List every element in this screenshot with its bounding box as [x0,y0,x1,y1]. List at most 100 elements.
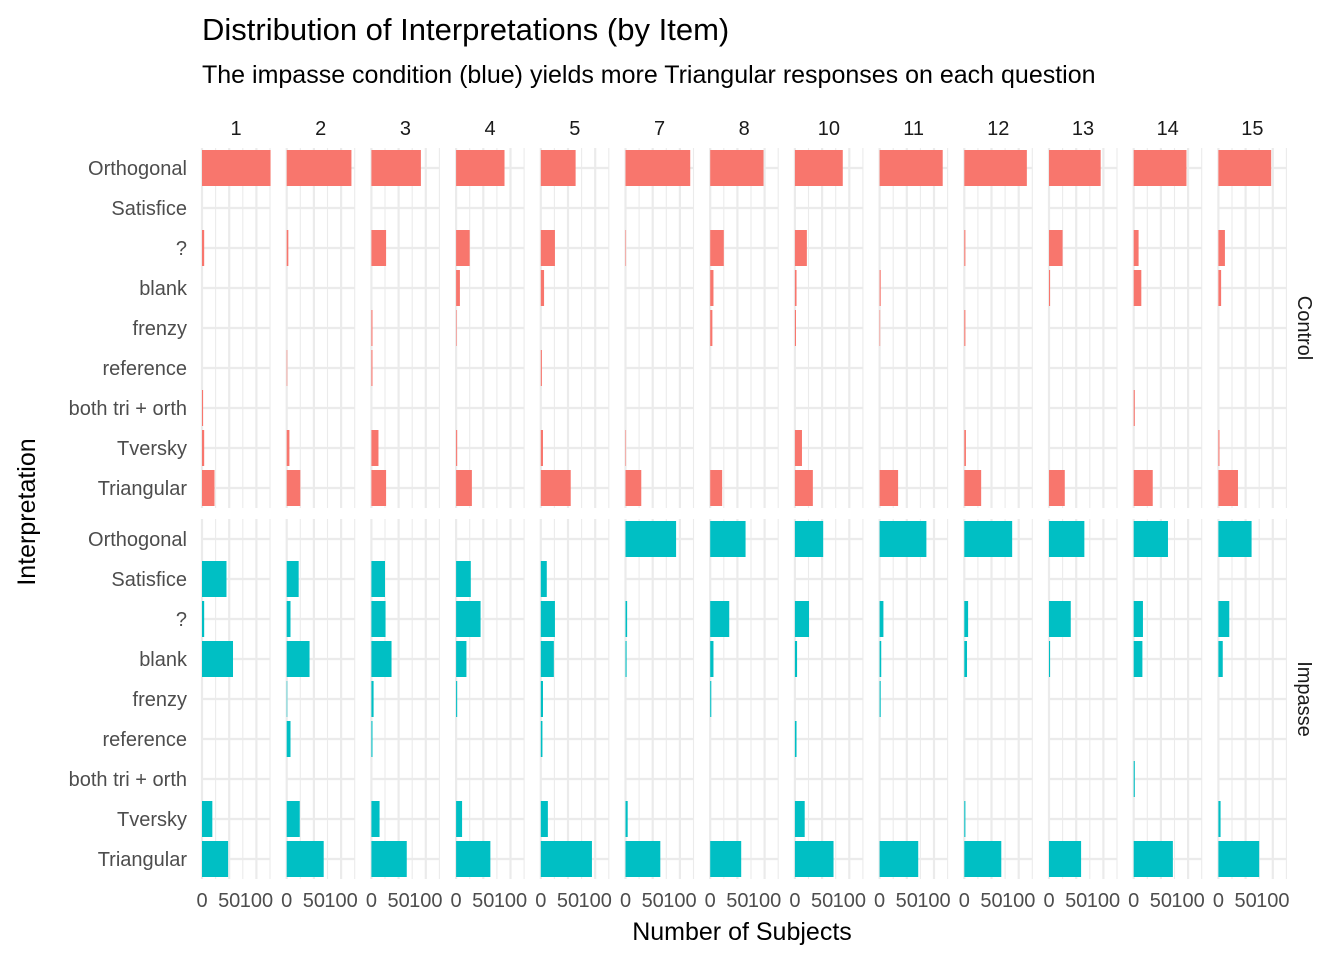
y-tick-label: ? [176,609,187,631]
bar-impasse-item-15-orthogonal [1218,521,1252,557]
bar-control-item-15-orthogonal [1218,150,1272,186]
strip-label-item-11: 11 [903,118,924,140]
x-tick-label: 100 [1002,890,1035,912]
bar-impasse-item-3-reference [371,721,373,757]
bar-control-item-7-- [625,230,627,266]
bar-control-item-3-- [371,230,387,266]
bar-control-item-10-blank [794,270,797,306]
x-tick-label: 100 [748,890,781,912]
bar-impasse-item-7-triangular [625,841,661,877]
bar-impasse-item-13-blank [1049,641,1051,677]
bar-impasse-item-5-blank [540,641,554,677]
bar-control-item-2-reference [286,350,288,386]
bar-impasse-item-15-- [1218,601,1230,637]
x-tick-label: 50 [472,890,494,912]
x-tick-label: 100 [833,890,866,912]
x-tick-label: 50 [896,890,918,912]
bar-control-item-5-blank [540,270,545,306]
bar-control-item-12-frenzy [964,310,966,346]
bar-impasse-item-14-triangular [1133,841,1173,877]
x-tick-label: 100 [1087,890,1120,912]
x-tick-label: 50 [557,890,579,912]
panel-impasse-item-1 [200,519,271,879]
bar-impasse-item-5-frenzy [540,681,543,717]
bar-control-item-1-orthogonal [202,150,271,186]
bar-impasse-item-3-- [371,601,386,637]
bar-impasse-item-5-satisfice [540,561,547,597]
bar-impasse-item-8-blank [710,641,714,677]
bar-impasse-item-12-orthogonal [964,521,1013,557]
bar-control-item-11-frenzy [879,310,881,346]
x-axis-ticks: 0 50 100 0 50 100 0 50 100 0 50 100 0 50 100 0 50 100 0 50 1… [196,890,1289,912]
bar-control-item-5-- [540,230,555,266]
y-tick-label: Satisfice [111,198,187,220]
y-tick-label: blank [139,278,188,300]
bar-impasse-item-5-tversky [540,801,548,837]
y-tick-label: Satisfice [111,569,187,591]
bar-control-item-4-frenzy [456,310,457,346]
bar-impasse-item-3-frenzy [371,681,374,717]
y-tick-label: Triangular [98,849,188,871]
strip-label-item-12: 12 [987,118,1009,140]
bar-control-item-5-tversky [540,430,543,466]
bar-control-item-8-frenzy [710,310,713,346]
bar-control-item-5-orthogonal [540,150,576,186]
x-tick-label: 0 [281,890,292,912]
bar-impasse-item-11-blank [879,641,882,677]
bar-impasse-item-10-- [794,601,810,637]
bar-control-item-14-triangular [1133,470,1153,506]
bar-impasse-item-12-triangular [964,841,1002,877]
bar-control-item-3-orthogonal [371,150,421,186]
bar-impasse-item-4-blank [456,641,467,677]
x-tick-label: 50 [980,890,1002,912]
bar-impasse-item-12-tversky [964,801,966,837]
panel-control-item-2 [285,148,356,508]
panel-control-item-4 [455,148,525,508]
bar-impasse-item-4-tversky [456,801,463,837]
panel-impasse-item-7 [624,519,695,879]
panel-impasse-item-15 [1217,519,1287,879]
y-tick-label: Orthogonal [88,158,187,180]
x-tick-label: 50 [387,890,409,912]
x-tick-label: 100 [917,890,950,912]
x-tick-label: 100 [240,890,273,912]
bar-control-item-11-blank [879,270,881,306]
x-tick-label: 50 [218,890,240,912]
panel-impasse-item-13 [1047,519,1118,879]
panel-control-item-10 [793,148,864,508]
panel-control-item-15 [1217,148,1287,508]
panel-control-item-5 [539,148,610,508]
bar-control-item-12-- [964,230,966,266]
bar-control-item-14-blank [1133,270,1142,306]
y-tick-label: Tversky [117,809,187,831]
x-tick-label: 0 [789,890,800,912]
x-tick-label: 100 [579,890,612,912]
y-axis-title: Interpretation [13,438,41,585]
bar-impasse-item-10-tversky [794,801,805,837]
bar-control-item-1-triangular [202,470,215,506]
strip-label-item-15: 15 [1241,118,1263,140]
bar-impasse-item-7-tversky [625,801,628,837]
bar-control-item-10-frenzy [794,310,796,346]
x-tick-label: 0 [620,890,631,912]
bar-impasse-item-11-- [879,601,884,637]
x-tick-label: 50 [811,890,833,912]
x-tick-label: 100 [1171,890,1204,912]
bar-impasse-item-15-tversky [1218,801,1221,837]
bar-impasse-item-5-- [540,601,555,637]
y-tick-label: ? [176,238,187,260]
bar-impasse-item-3-satisfice [371,561,385,597]
bar-impasse-item-3-tversky [371,801,380,837]
bar-impasse-item-13-triangular [1049,841,1082,877]
bar-impasse-item-10-blank [794,641,798,677]
strip-label-item-10: 10 [818,118,840,140]
y-tick-label: Orthogonal [88,529,187,551]
strip-label-impasse: Impasse [1293,661,1315,737]
bar-impasse-item-5-triangular [540,841,592,877]
bar-impasse-item-12-- [964,601,969,637]
bar-impasse-item-14-blank [1133,641,1143,677]
bar-control-item-12-triangular [964,470,982,506]
bar-control-item-3-tversky [371,430,379,466]
x-tick-label: 100 [409,890,442,912]
panel-impasse-item-2 [285,519,356,879]
